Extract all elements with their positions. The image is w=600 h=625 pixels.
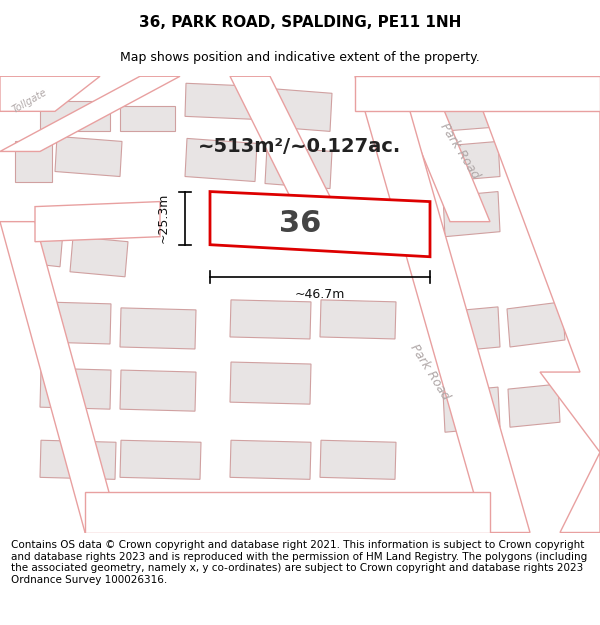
Polygon shape xyxy=(320,440,396,479)
Polygon shape xyxy=(70,237,128,277)
Polygon shape xyxy=(230,440,311,479)
Polygon shape xyxy=(15,227,63,267)
Polygon shape xyxy=(439,96,505,131)
Polygon shape xyxy=(210,192,430,257)
Polygon shape xyxy=(355,76,530,532)
Polygon shape xyxy=(120,440,201,479)
Text: Tollgate: Tollgate xyxy=(11,88,49,115)
Polygon shape xyxy=(35,202,160,242)
Text: Map shows position and indicative extent of the property.: Map shows position and indicative extent… xyxy=(120,51,480,64)
Text: Contains OS data © Crown copyright and database right 2021. This information is : Contains OS data © Crown copyright and d… xyxy=(11,540,587,585)
Polygon shape xyxy=(0,76,100,111)
Polygon shape xyxy=(40,368,111,409)
Polygon shape xyxy=(430,76,600,532)
Polygon shape xyxy=(508,384,560,428)
Polygon shape xyxy=(443,192,500,237)
Polygon shape xyxy=(120,370,196,411)
Polygon shape xyxy=(40,101,110,131)
Polygon shape xyxy=(230,76,350,237)
Polygon shape xyxy=(185,138,257,181)
Polygon shape xyxy=(508,141,560,181)
Text: ~25.3m: ~25.3m xyxy=(157,193,170,243)
Polygon shape xyxy=(185,83,256,119)
Text: ~46.7m: ~46.7m xyxy=(295,288,345,301)
Text: Park Road: Park Road xyxy=(408,342,452,402)
Polygon shape xyxy=(120,106,175,131)
Polygon shape xyxy=(438,141,500,181)
Polygon shape xyxy=(443,387,500,432)
Polygon shape xyxy=(0,222,120,532)
Polygon shape xyxy=(265,146,332,189)
Polygon shape xyxy=(265,88,332,131)
Polygon shape xyxy=(15,141,52,181)
Polygon shape xyxy=(508,86,565,126)
Polygon shape xyxy=(230,362,311,404)
Polygon shape xyxy=(320,300,396,339)
Polygon shape xyxy=(507,302,565,347)
Polygon shape xyxy=(0,76,180,151)
Polygon shape xyxy=(40,440,116,479)
Text: Park Road: Park Road xyxy=(438,121,482,182)
Polygon shape xyxy=(40,302,111,344)
Text: 36: 36 xyxy=(279,209,321,238)
Text: 36, PARK ROAD, SPALDING, PE11 1NH: 36, PARK ROAD, SPALDING, PE11 1NH xyxy=(139,16,461,31)
Polygon shape xyxy=(55,136,122,176)
Polygon shape xyxy=(355,76,600,111)
Polygon shape xyxy=(390,76,490,222)
Polygon shape xyxy=(443,307,500,352)
Polygon shape xyxy=(85,492,490,532)
Polygon shape xyxy=(230,300,311,339)
Polygon shape xyxy=(120,308,196,349)
Text: ~513m²/~0.127ac.: ~513m²/~0.127ac. xyxy=(199,137,401,156)
